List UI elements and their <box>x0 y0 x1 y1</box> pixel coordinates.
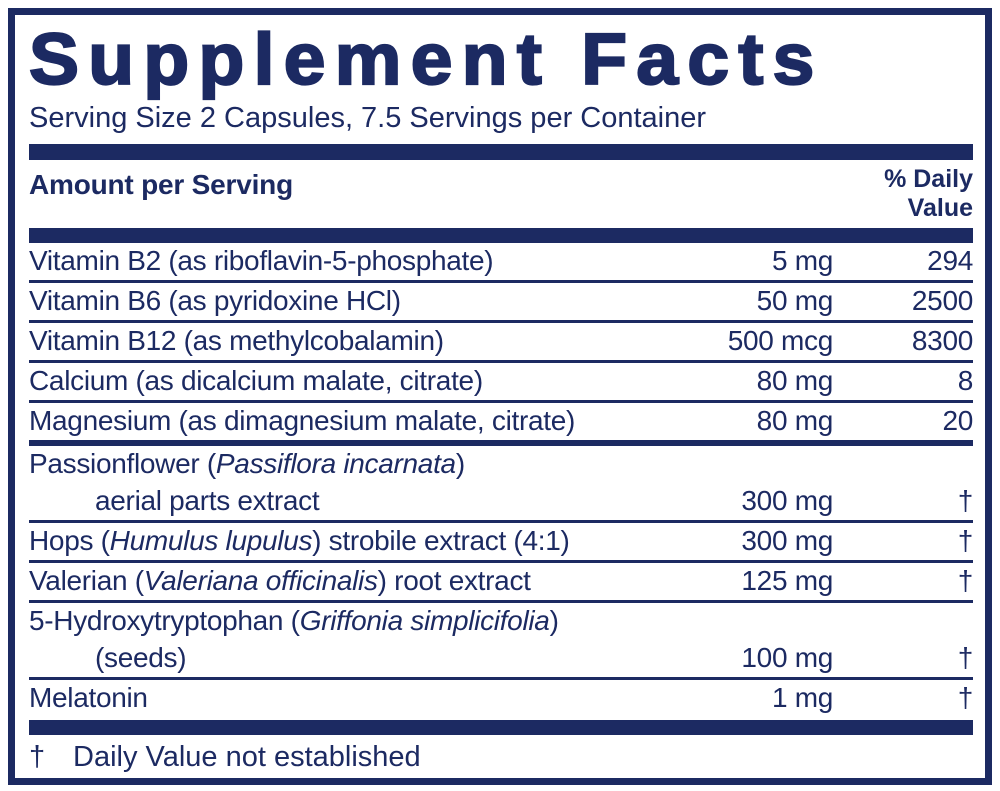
table-row-hops: Hops (Humulus lupulus) strobile extract … <box>29 523 973 563</box>
dagger-symbol: † <box>29 741 46 773</box>
ingredient-name: Melatonin <box>29 680 683 716</box>
ingredient-amount: 300 mg <box>741 525 833 556</box>
table-row-passionflower: Passionflower (Passiflora incarnata) aer… <box>29 446 973 523</box>
amount-per-serving-header: Amount per Serving <box>29 169 293 200</box>
ingredient-name: 5-Hydroxytryptophan (Griffonia simplicif… <box>29 603 973 639</box>
ingredient-amount: 125 mg <box>741 565 833 596</box>
ingredient-amount: 80 mg <box>756 365 834 396</box>
ingredient-name: Calcium (as dicalcium malate, citrate) <box>29 363 683 399</box>
botanical-name: Griffonia simplicifolia <box>299 605 550 636</box>
ingredient-name: Hops (Humulus lupulus) strobile extract … <box>29 523 683 559</box>
ingredient-amount: 80 mg <box>756 405 834 436</box>
ingredient-name-text: Vitamin B2 (as riboflavin-5-phosphate) <box>29 245 494 276</box>
ingredient-amount: 100 mg <box>741 642 833 673</box>
ingredient-name: Passionflower (Passiflora incarnata) <box>29 446 973 482</box>
ingredient-name-text: Hops ( <box>29 525 110 556</box>
ingredient-name-text: ) <box>549 605 559 636</box>
table-row-vitamin-b12: Vitamin B12 (as methylcobalamin) 500 mcg… <box>29 323 973 363</box>
ingredient-daily-value: 8300 <box>911 325 973 356</box>
botanical-name: Humulus lupulus <box>109 525 313 556</box>
page-title: Supplement Facts <box>28 20 824 100</box>
ingredient-amount: 500 mcg <box>727 325 834 356</box>
botanical-name: Passiflora incarnata <box>215 448 456 479</box>
table-row-5-htp: 5-Hydroxytryptophan (Griffonia simplicif… <box>29 603 973 680</box>
ingredient-name: Valerian (Valeriana officinalis) root ex… <box>29 563 683 599</box>
ingredient-name: Magnesium (as dimagnesium malate, citrat… <box>29 403 683 439</box>
ingredient-name-text: Passionflower ( <box>29 448 216 479</box>
ingredient-name-text: Magnesium (as dimagnesium malate, citrat… <box>29 405 576 436</box>
ingredient-name-text: ) <box>455 448 465 479</box>
botanical-name: Valeriana officinalis <box>143 565 378 596</box>
daily-value-header-line1: % Daily <box>884 165 973 193</box>
ingredient-name-text: Melatonin <box>29 682 148 713</box>
ingredient-name-line2: (seeds) <box>95 642 187 673</box>
daily-value-header-line2: Value <box>907 194 973 222</box>
ingredient-amount: 50 mg <box>756 285 834 316</box>
ingredient-daily-value: † <box>957 682 974 713</box>
table-row-magnesium: Magnesium (as dimagnesium malate, citrat… <box>29 403 973 446</box>
ingredient-daily-value: 2500 <box>911 285 973 316</box>
ingredient-table: Vitamin B2 (as riboflavin-5-phosphate) 5… <box>29 243 973 717</box>
footnote-text: Daily Value not established <box>73 741 421 773</box>
table-row-calcium: Calcium (as dicalcium malate, citrate) 8… <box>29 363 973 403</box>
ingredient-name-text: Vitamin B6 (as pyridoxine HCl) <box>29 285 401 316</box>
ingredient-daily-value: † <box>957 485 974 516</box>
table-row-vitamin-b2: Vitamin B2 (as riboflavin-5-phosphate) 5… <box>29 243 973 283</box>
ingredient-daily-value: 294 <box>927 245 973 276</box>
column-header-row: Amount per Serving % Daily Value <box>29 165 973 225</box>
ingredient-daily-value: † <box>957 642 974 673</box>
ingredient-name-text: ) root extract <box>377 565 531 596</box>
ingredient-name-text: Valerian ( <box>29 565 144 596</box>
ingredient-name-text: Calcium (as dicalcium malate, citrate) <box>29 365 483 396</box>
divider-bar-top <box>29 144 973 160</box>
ingredient-daily-value: † <box>957 525 974 556</box>
serving-size-line: Serving Size 2 Capsules, 7.5 Servings pe… <box>29 102 707 134</box>
ingredient-amount: 300 mg <box>741 485 833 516</box>
ingredient-name: Vitamin B12 (as methylcobalamin) <box>29 323 683 359</box>
footnote: † Daily Value not established <box>29 741 973 774</box>
table-row-vitamin-b6: Vitamin B6 (as pyridoxine HCl) 50 mg 250… <box>29 283 973 323</box>
divider-bar-header <box>29 228 973 243</box>
ingredient-amount: 1 mg <box>771 682 833 713</box>
daily-value-header: % Daily Value <box>884 165 973 223</box>
ingredient-daily-value: † <box>957 565 974 596</box>
ingredient-name: Vitamin B2 (as riboflavin-5-phosphate) <box>29 243 683 279</box>
ingredient-name-line2: aerial parts extract <box>95 485 320 516</box>
divider-bar-footer <box>29 720 973 735</box>
ingredient-name: Vitamin B6 (as pyridoxine HCl) <box>29 283 683 319</box>
ingredient-name-text: 5-Hydroxytryptophan ( <box>29 605 300 636</box>
ingredient-amount: 5 mg <box>771 245 833 276</box>
supplement-facts-panel: Supplement Facts Serving Size 2 Capsules… <box>8 8 992 785</box>
ingredient-name-text: Vitamin B12 (as methylcobalamin) <box>29 325 444 356</box>
ingredient-name-text: ) strobile extract (4:1) <box>312 525 570 556</box>
table-row-valerian: Valerian (Valeriana officinalis) root ex… <box>29 563 973 603</box>
table-row-melatonin: Melatonin 1 mg † <box>29 680 973 717</box>
ingredient-daily-value: 20 <box>942 405 973 436</box>
ingredient-daily-value: 8 <box>957 365 974 396</box>
